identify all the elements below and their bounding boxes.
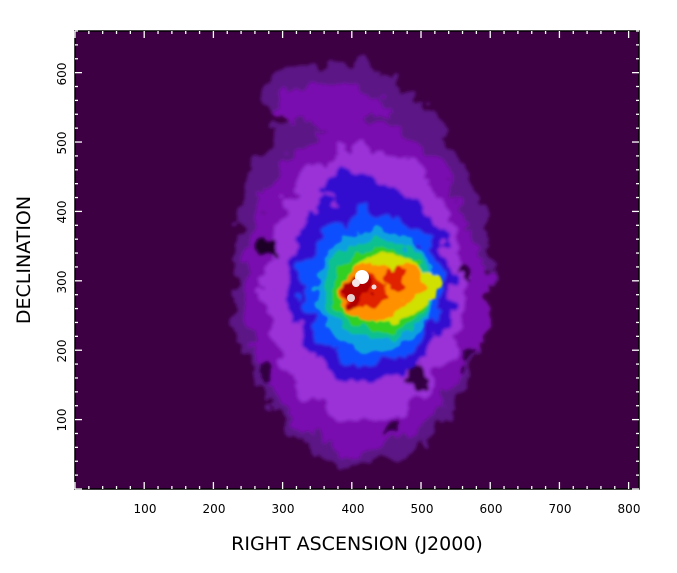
axis-ticks xyxy=(74,30,639,490)
x-tick-label: 700 xyxy=(549,502,572,516)
y-tick-label: 500 xyxy=(55,132,69,155)
x-axis-label: RIGHT ASCENSION (J2000) xyxy=(231,533,483,555)
y-tick-label: 200 xyxy=(55,340,69,363)
y-tick-label: 400 xyxy=(55,201,69,224)
nebula-emission xyxy=(234,62,490,465)
y-tick-label: 600 xyxy=(55,63,69,86)
x-tick-label: 400 xyxy=(342,502,365,516)
x-tick-label: 600 xyxy=(480,502,503,516)
y-tick-label: 300 xyxy=(55,271,69,294)
x-tick-label: 200 xyxy=(203,502,226,516)
x-tick-label: 300 xyxy=(272,502,295,516)
x-tick-label: 800 xyxy=(618,502,641,516)
x-tick-label: 100 xyxy=(134,502,157,516)
y-tick-label: 100 xyxy=(55,409,69,432)
y-tick-labels: 100 200 300 400 500 600 xyxy=(55,63,69,432)
x-tick-labels: 100 200 300 400 500 600 700 800 xyxy=(134,502,641,516)
x-tick-label: 500 xyxy=(411,502,434,516)
plot-frame xyxy=(74,30,640,490)
y-axis-label: DECLINATION xyxy=(13,196,35,324)
